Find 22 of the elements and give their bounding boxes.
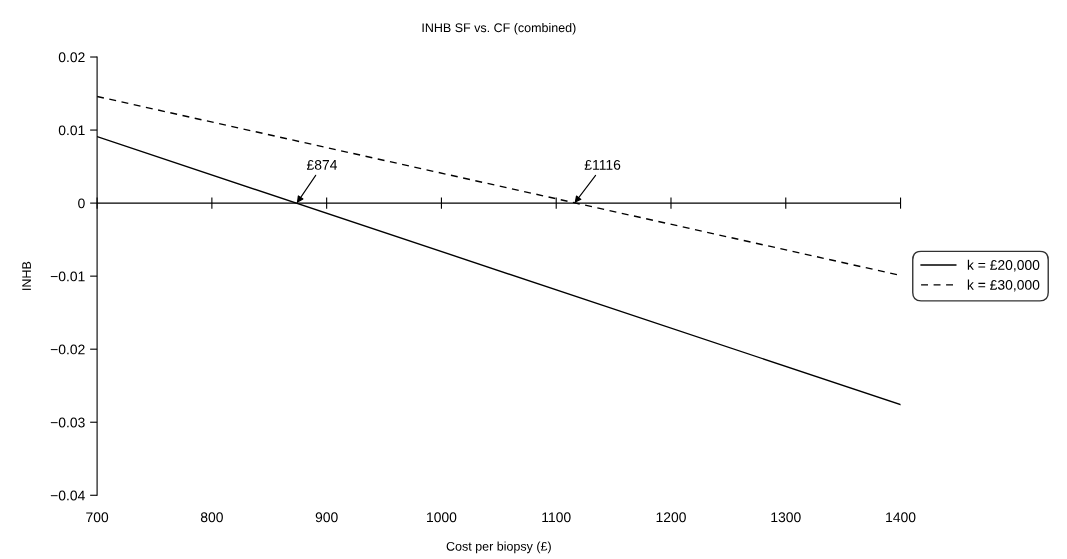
x-tick-label: 1400 xyxy=(886,512,916,523)
x-axis-title: Cost per biopsy (£) xyxy=(446,541,551,554)
x-tick-label: 800 xyxy=(200,512,223,523)
chart-title: INHB SF vs. CF (combined) xyxy=(422,22,576,35)
y-tick-label: −0.04 xyxy=(50,490,85,501)
x-tick-label: 900 xyxy=(315,512,338,523)
y-tick-label: −0.03 xyxy=(50,417,85,428)
x-tick-label: 1100 xyxy=(542,512,571,523)
legend-label: k = £20,000 xyxy=(967,259,1040,272)
x-tick-label: 1300 xyxy=(771,512,801,523)
x-tick-label: 1200 xyxy=(656,512,686,523)
y-axis-title: INHB xyxy=(22,261,31,290)
annotation: £874 xyxy=(306,159,338,170)
y-tick-label: 0.02 xyxy=(58,52,85,63)
legend-label: k = £30,000 xyxy=(967,279,1040,292)
y-tick-label: −0.02 xyxy=(50,344,85,355)
annotation: £1116 xyxy=(584,159,621,170)
x-tick-label: 1000 xyxy=(427,512,457,523)
y-tick-label: 0.01 xyxy=(58,125,85,136)
x-tick-label: 700 xyxy=(86,512,109,523)
y-tick-label: 0 xyxy=(78,198,85,209)
y-tick-label: −0.01 xyxy=(50,271,85,282)
